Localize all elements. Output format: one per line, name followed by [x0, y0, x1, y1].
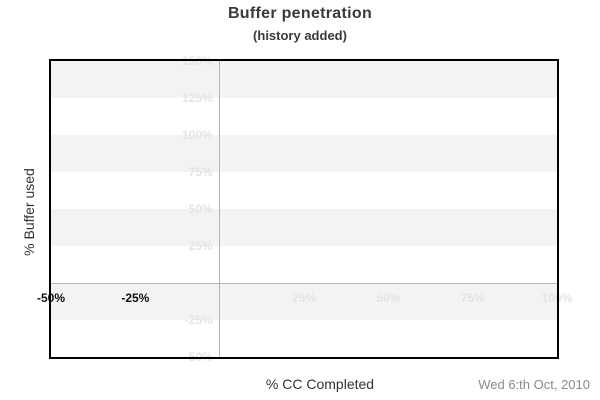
- y-tick-label: 100%: [181, 128, 213, 142]
- y-tick-label: -25%: [184, 313, 213, 327]
- grid-band: [51, 98, 557, 135]
- x-tick-label: 50%: [376, 291, 401, 305]
- zero-line-vertical: [219, 61, 221, 357]
- date-label: Wed 6:th Oct, 2010: [478, 377, 590, 392]
- x-axis-title: % CC Completed: [265, 376, 375, 392]
- grid-band: [51, 172, 557, 209]
- y-tick-label: 50%: [188, 202, 213, 216]
- plot-area: 150% 125% 100% 75% 50% 25% -25% -50% -50% -25% 25%…: [37, 54, 572, 364]
- x-tick-label: -50%: [36, 291, 66, 305]
- grid-band: [51, 246, 557, 283]
- grid-band: [51, 135, 557, 172]
- chart-subtitle: (history added): [253, 28, 347, 43]
- x-tick-label: -25%: [121, 291, 150, 305]
- grid-band: [51, 209, 557, 246]
- x-tick-label: 25%: [291, 291, 317, 305]
- grid-band: [51, 320, 557, 357]
- grid-band: [51, 61, 557, 98]
- chart-title: Buffer penetration: [227, 5, 373, 22]
- y-tick-label: 125%: [181, 91, 213, 105]
- y-tick-label: 150%: [181, 54, 213, 68]
- zero-line-horizontal: [51, 282, 557, 284]
- y-tick-label: 25%: [188, 239, 213, 253]
- x-tick-label: 100%: [541, 291, 573, 305]
- y-tick-label: 75%: [188, 165, 213, 179]
- grid-band: [51, 283, 557, 320]
- y-axis-title: % Buffer used: [21, 168, 37, 256]
- x-tick-label: 75%: [460, 291, 485, 305]
- y-tick-label: -50%: [184, 350, 213, 364]
